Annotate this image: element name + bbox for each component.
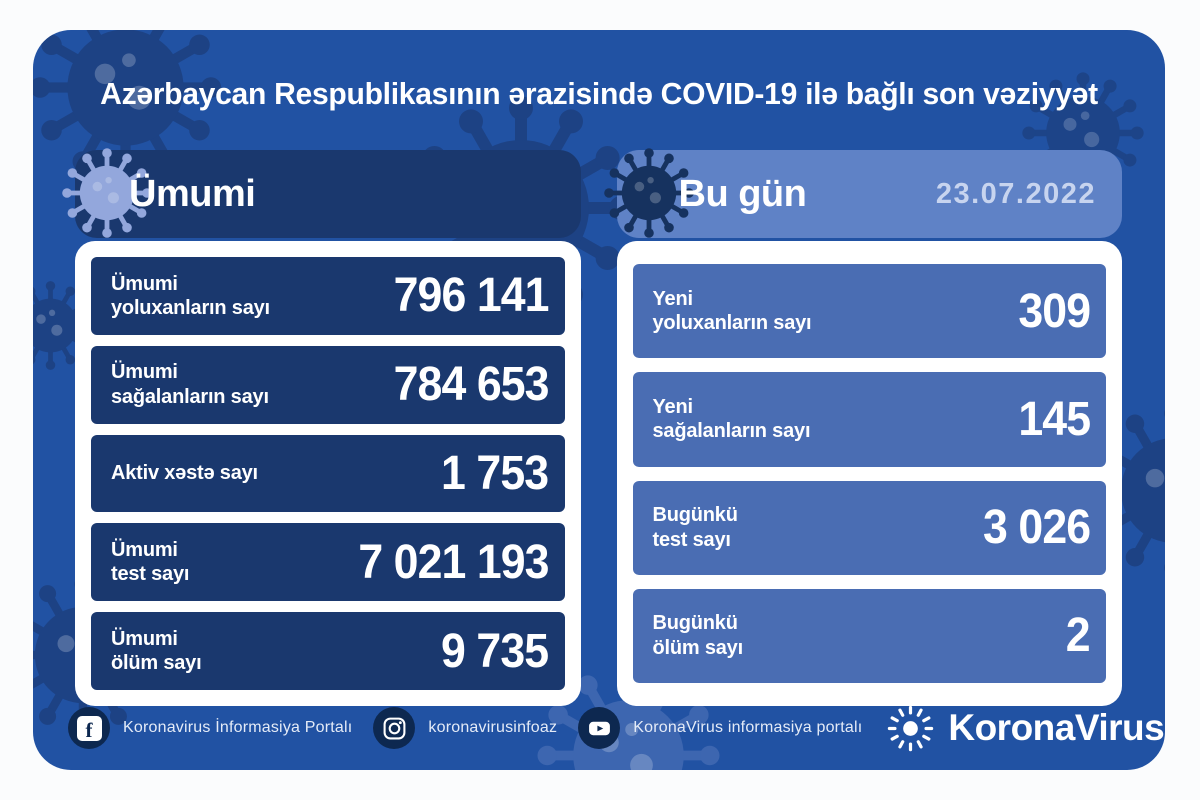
total-panel-title: Ümumi: [129, 172, 256, 215]
stat-row-total-tests: Ümumi test sayı 7 021 193: [91, 523, 565, 602]
stat-label: Yeni yoluxanların sayı: [652, 287, 812, 335]
today-panel-body: Yeni yoluxanların sayı 309 Yeni sağalanlar…: [616, 241, 1122, 706]
youtube-label: KoronaVirus informasiya portalı: [633, 719, 863, 736]
instagram-link[interactable]: koronavirusinfoaz: [373, 707, 557, 749]
stat-value: 145: [1018, 392, 1091, 446]
page-title: Azərbaycan Respublikasının ərazisində CO…: [100, 76, 1098, 111]
stat-label: Ümumi ölüm sayı: [111, 627, 202, 675]
covid-info-card: Azərbaycan Respublikasının ərazisində CO…: [33, 30, 1165, 770]
stat-row-today-tests: Bugünkü test sayı 3 026: [632, 480, 1106, 575]
facebook-icon: f: [68, 707, 110, 749]
koronavirus-logo-icon: [883, 701, 938, 756]
stat-label: Aktiv xəstə sayı: [111, 462, 258, 485]
stat-label: Bugünkü test sayı: [652, 504, 738, 551]
stat-label: Bugünkü ölüm sayı: [652, 612, 744, 659]
stat-row-active-cases: Aktiv xəstə sayı 1 753: [91, 434, 565, 513]
stat-row-new-recovered: Yeni sağalanların sayı 145: [632, 372, 1106, 467]
stat-row-total-deaths: Ümumi ölüm sayı 9 735: [91, 612, 565, 690]
total-panel-header: Ümumi: [75, 150, 581, 238]
facebook-link[interactable]: f Koronavirus İnformasiya Portalı: [68, 707, 352, 749]
today-panel: Bu gün 23.07.2022 Yeni yoluxanların sayı …: [616, 150, 1122, 706]
report-date: 23.07.2022: [935, 177, 1096, 210]
brand-logo: KoronaVirus info: [883, 701, 1165, 756]
stat-row-total-infected: Ümumi yoluxanların sayı 796 141: [91, 257, 565, 335]
facebook-label: Koronavirus İnformasiya Portalı: [123, 719, 353, 736]
youtube-link[interactable]: KoronaVirus informasiya portalı: [578, 707, 862, 749]
stat-label: Ümumi test sayı: [111, 538, 190, 586]
stat-value: 1 753: [441, 446, 549, 500]
stat-label: Ümumi sağalanların sayı: [111, 361, 269, 408]
stat-row-total-recovered: Ümumi sağalanların sayı 784 653: [91, 345, 565, 424]
stat-panels: Ümumi Ümumi yoluxanların sayı 796 141 Ümu…: [75, 150, 1122, 706]
stat-value: 3 026: [982, 501, 1091, 555]
stat-value: 309: [1018, 284, 1091, 338]
stat-value: 7 021 193: [358, 535, 549, 589]
stat-row-today-deaths: Bugünkü ölüm sayı 2: [632, 588, 1106, 683]
instagram-icon: [373, 707, 416, 749]
stat-label: Ümumi yoluxanların sayı: [111, 272, 270, 319]
youtube-icon: [578, 707, 621, 749]
stat-value: 2: [1066, 609, 1091, 663]
brand-name: KoronaVirus: [948, 707, 1165, 748]
stat-row-new-infected: Yeni yoluxanların sayı 309: [632, 264, 1106, 359]
footer: f Koronavirus İnformasiya Portalı korona…: [68, 702, 1165, 754]
today-panel-header: Bu gün 23.07.2022: [617, 150, 1122, 238]
total-panel-body: Ümumi yoluxanların sayı 796 141 Ümumi sağa…: [75, 241, 581, 706]
stat-value: 796 141: [393, 269, 550, 323]
stat-value: 9 735: [441, 624, 549, 678]
stat-label: Yeni sağalanların sayı: [652, 395, 811, 443]
today-panel-title: Bu gün: [678, 172, 807, 215]
stat-value: 784 653: [393, 358, 550, 412]
total-panel: Ümumi Ümumi yoluxanların sayı 796 141 Ümu…: [75, 150, 581, 706]
instagram-label: koronavirusinfoaz: [428, 719, 558, 736]
